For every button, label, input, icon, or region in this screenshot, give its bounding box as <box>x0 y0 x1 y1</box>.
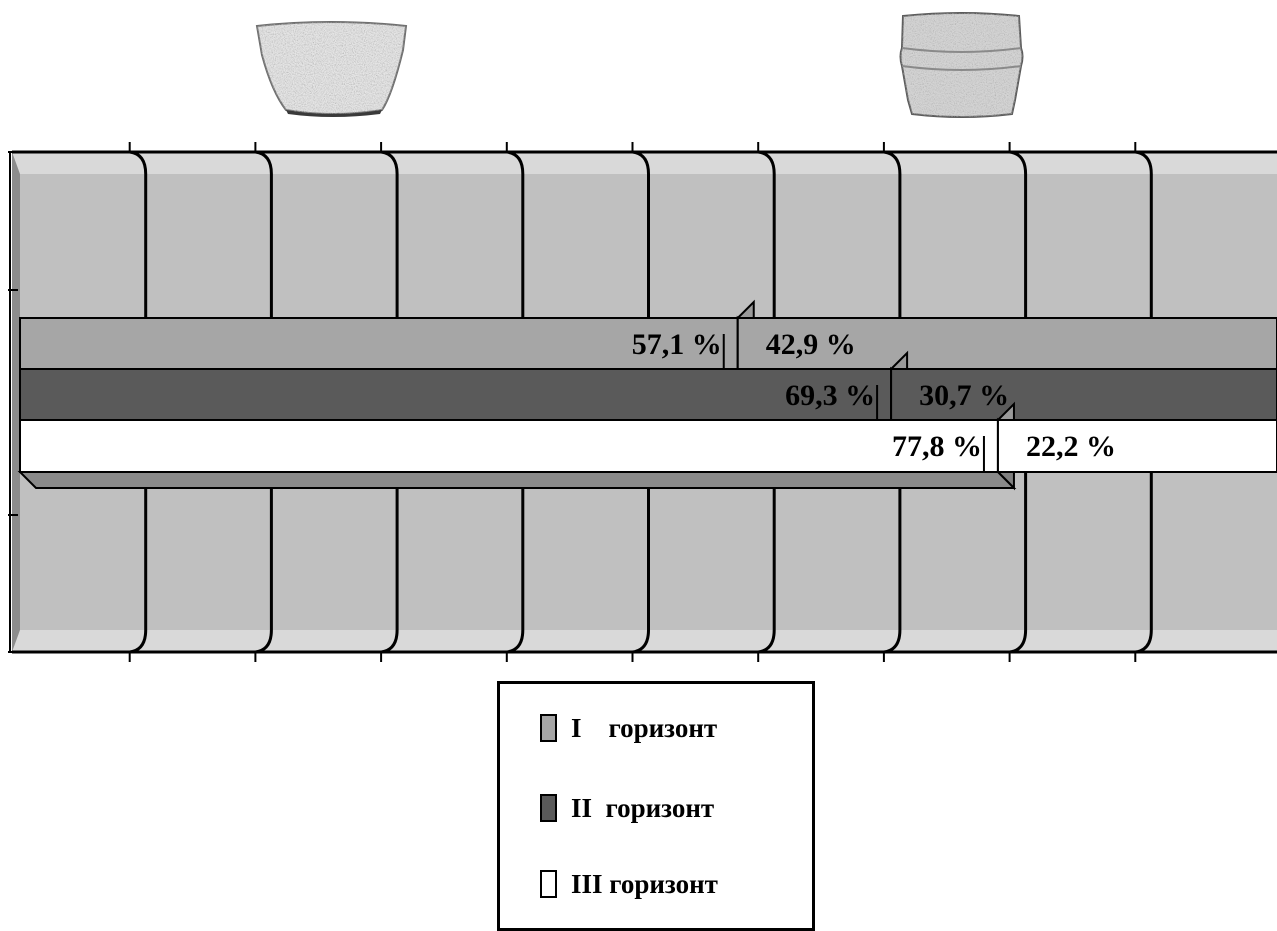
legend-label-horizon-1: I горизонт <box>571 712 718 743</box>
bowl-icon <box>255 21 408 117</box>
bar-label-horizon-1-series-1: 57,1 % <box>632 328 722 361</box>
legend: I горизонт II горизонт III горизонт <box>497 681 815 931</box>
legend-swatch-horizon-2 <box>540 794 557 822</box>
legend-swatch-horizon-1 <box>540 714 557 742</box>
legend-item-horizon-2: II горизонт <box>540 788 714 828</box>
bar-label-horizon-2-series-2: 30,7 % <box>919 379 1009 412</box>
plot-bottom-bevel <box>12 630 1277 652</box>
bar-stack-floor-shadow <box>17 471 1017 489</box>
legend-label-horizon-3: III горизонт <box>571 868 718 899</box>
bar-label-horizon-2-series-1: 69,3 % <box>785 379 875 412</box>
bar-label-horizon-3-series-1: 77,8 % <box>892 430 982 463</box>
bar-horizon-2-series-1 <box>19 368 893 422</box>
bar-label-horizon-1-series-2: 42,9 % <box>766 328 856 361</box>
bar-horizon-1-series-1 <box>19 317 739 371</box>
legend-item-horizon-3: III горизонт <box>540 864 718 904</box>
legend-label-horizon-2: II горизонт <box>571 792 715 823</box>
bar-label-horizon-3-series-2: 22,2 % <box>1026 430 1116 463</box>
bar-horizon-3-series-1 <box>19 419 999 473</box>
bar-edge-horizon-3-series-2 <box>995 401 1015 421</box>
legend-item-horizon-1: I горизонт <box>540 708 717 748</box>
legend-swatch-horizon-3 <box>540 870 557 898</box>
bar-edge-horizon-1-series-2 <box>735 299 755 319</box>
plot-area: 57,1 % 42,9 % 69,3 % 30,7 % 77,8 % 22,2 % <box>8 142 1277 662</box>
plot-top-bevel <box>12 152 1277 174</box>
pot-icon <box>899 12 1024 118</box>
bar-horizon-1-series-2 <box>736 317 1277 371</box>
bar-edge-horizon-2-series-2 <box>888 350 909 370</box>
